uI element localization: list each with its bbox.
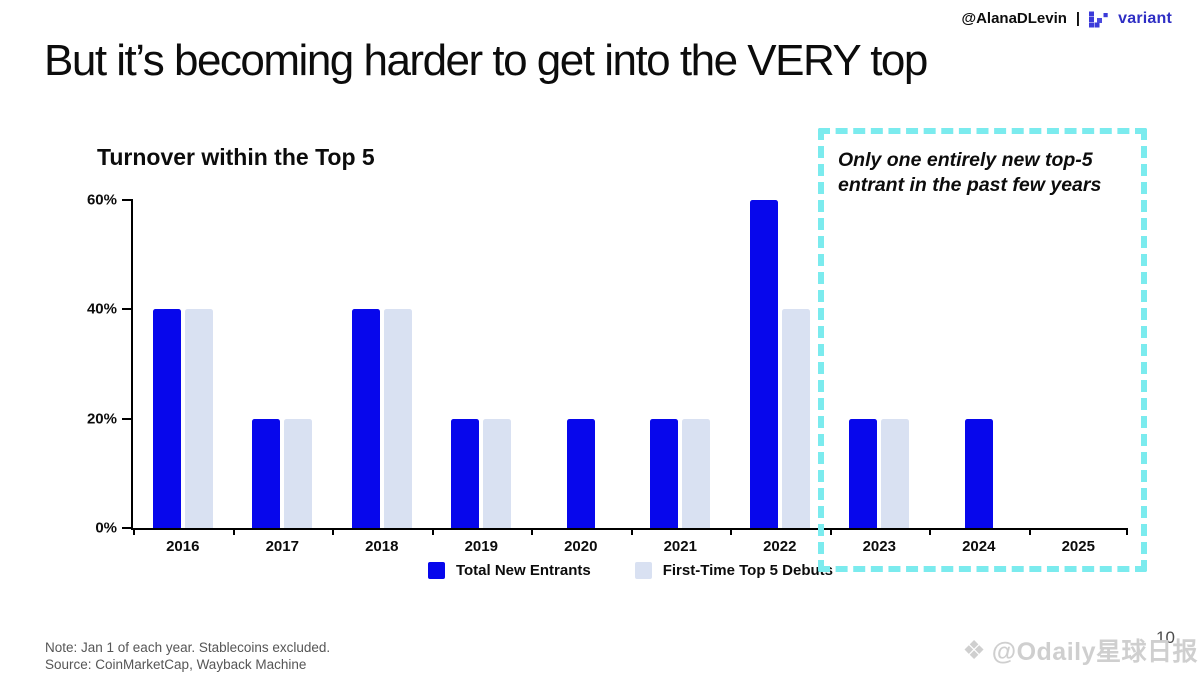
x-tick-label: 2021 (663, 538, 697, 555)
x-axis-tick (1126, 528, 1128, 535)
y-axis-tick (122, 199, 131, 201)
source-line: Source: CoinMarketCap, Wayback Machine (45, 657, 307, 672)
x-tick-label: 2016 (166, 538, 200, 555)
y-axis-line (131, 199, 133, 528)
y-tick-label: 60% (86, 191, 117, 209)
watermark: ❖ @Odaily星球日报 (962, 632, 1198, 668)
y-tick-label: 0% (95, 519, 117, 537)
category-column-2022: 2022 (730, 200, 830, 555)
category-column-2016: 2016 (133, 200, 233, 555)
x-axis-tick (431, 528, 434, 535)
chart-title: Turnover within the Top 5 (97, 144, 375, 170)
brand-lockup: variant (1089, 7, 1172, 30)
legend-label: Total New Entrants (455, 562, 591, 579)
annotation-line2: entrant in the past few years (838, 173, 1102, 196)
y-axis-tick (122, 308, 131, 311)
legend-item: Total New Entrants (427, 562, 591, 579)
bar-2017 (252, 418, 281, 528)
annotation-box: Only one entirely new top-5 entrant in t… (818, 128, 1147, 572)
category-column-2021: 2021 (631, 200, 731, 555)
bar-2021 (650, 418, 679, 528)
bar-2021 (682, 418, 711, 528)
x-tick-label: 2024 (962, 538, 996, 555)
x-axis-tick (829, 528, 832, 535)
x-tick-label: 2020 (564, 538, 598, 555)
x-axis-tick (1028, 528, 1031, 535)
bar-2016 (184, 309, 213, 528)
category-column-2023: 2023 (830, 200, 930, 555)
watermark-text: @Odaily星球日报 (991, 638, 1198, 666)
x-tick-label: 2019 (464, 538, 498, 555)
annotation-line1: Only one entirely new top-5 (838, 149, 1093, 171)
bar-2019 (483, 418, 512, 528)
category-column-2024: 2024 (929, 200, 1029, 555)
bar-2023 (881, 418, 910, 528)
x-axis-tick (630, 528, 633, 535)
legend-item: First-Time Top 5 Debuts (634, 562, 834, 579)
bar-2020 (566, 418, 595, 528)
x-axis-tick (730, 528, 732, 535)
y-tick-label: 40% (86, 300, 117, 318)
x-axis-tick (929, 528, 931, 535)
x-axis-tick (531, 528, 533, 535)
x-axis-tick (232, 528, 235, 535)
bar-2022 (749, 200, 778, 528)
bar-2023 (849, 418, 878, 528)
y-tick-label: 20% (86, 410, 117, 428)
bar-2016 (152, 309, 181, 528)
annotation-text: Only one entirely new top-5 entrant in t… (838, 148, 1128, 197)
x-tick-label: 2023 (862, 538, 896, 555)
x-tick-label: 2025 (1061, 538, 1095, 555)
brand-name: variant (1118, 9, 1172, 27)
category-column-2017: 2017 (233, 200, 333, 555)
legend-swatch (427, 562, 445, 579)
bar-2017 (284, 418, 313, 528)
x-axis-tick (133, 528, 135, 535)
header-separator: | (1075, 10, 1081, 27)
category-column-2025: 2025 (1029, 200, 1129, 555)
plot-area: 2016 2017 2018 2019 2020 2021 2022 2023 2024 2025… (87, 192, 1129, 555)
y-axis-tick (122, 527, 131, 529)
note-line: Note: Jan 1 of each year. Stablecoins ex… (45, 640, 331, 655)
legend-swatch (634, 562, 652, 579)
chart-legend: Total New Entrants First-Time Top 5 Debut… (133, 562, 1128, 579)
x-tick-label: 2017 (265, 538, 299, 555)
category-column-2020: 2020 (531, 200, 631, 555)
page-title: But it’s becoming harder to get into the… (44, 36, 928, 85)
page-number: 10 (1156, 628, 1175, 647)
author-handle: @AlanaDLevin (961, 10, 1067, 27)
legend-label: First-Time Top 5 Debuts (662, 562, 834, 579)
variant-logo-icon (1089, 11, 1108, 28)
bar-2018 (383, 309, 412, 528)
x-tick-label: 2022 (763, 538, 797, 555)
header: @AlanaDLevin | variant (961, 7, 1172, 30)
y-axis-tick (122, 417, 131, 420)
bar-2018 (351, 309, 380, 528)
category-column-2019: 2019 (432, 200, 532, 555)
x-tick-label: 2018 (365, 538, 399, 555)
x-axis-line (131, 528, 1128, 530)
bar-columns: 2016 2017 2018 2019 2020 2021 2022 2023 2024 2025 (133, 200, 1129, 555)
bar-2019 (451, 418, 480, 528)
bar-2022 (781, 309, 810, 528)
footnotes: Note: Jan 1 of each year. Stablecoins ex… (45, 639, 330, 673)
bar-2024 (964, 418, 993, 528)
x-axis-tick (332, 528, 334, 535)
category-column-2018: 2018 (332, 200, 432, 555)
odaily-logo-icon: ❖ (962, 635, 986, 665)
